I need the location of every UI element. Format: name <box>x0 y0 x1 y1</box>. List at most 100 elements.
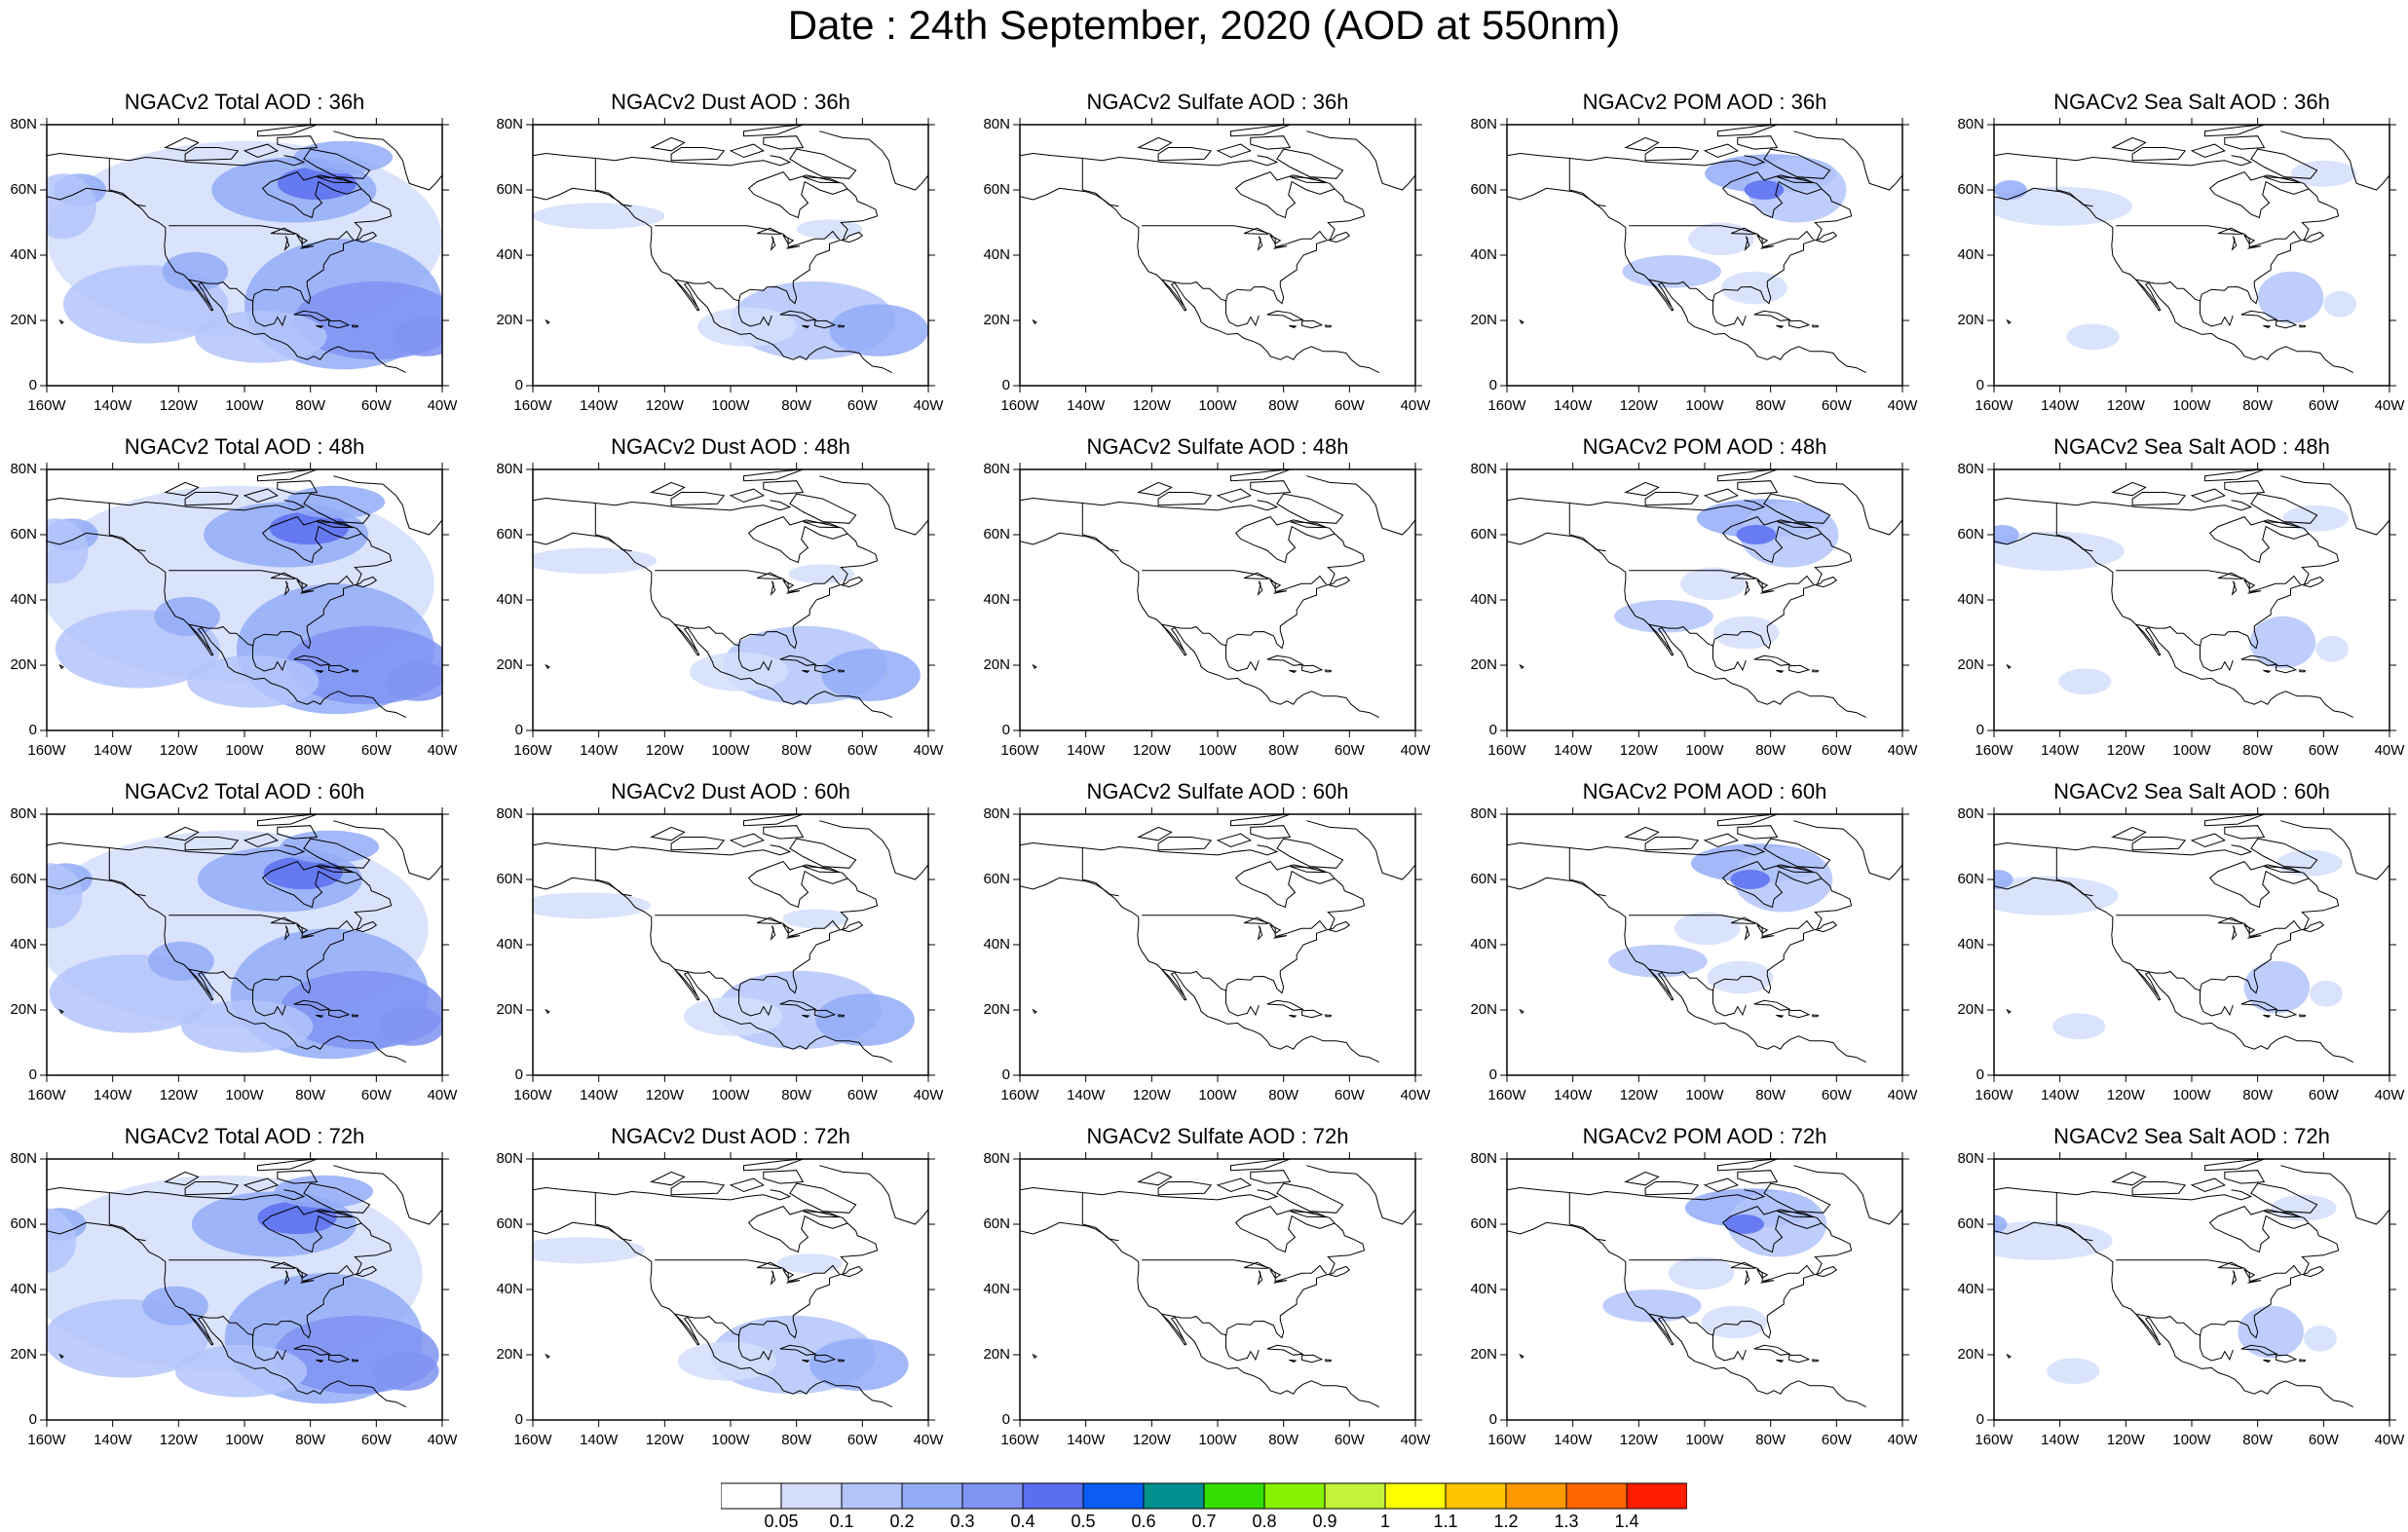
coastline <box>1234 171 1336 219</box>
aod-map-dust-36h <box>526 118 935 392</box>
lat-tick-label: 60N <box>10 181 37 198</box>
coastline <box>781 234 795 245</box>
lon-tick-label: 120W <box>1132 742 1171 759</box>
coastline <box>1568 158 1606 207</box>
coastline <box>333 131 442 191</box>
aod-plume <box>285 485 386 519</box>
lat-tick-label: 60N <box>1957 181 1984 198</box>
lat-tick-label: 20N <box>496 656 523 673</box>
coastline <box>1290 521 1327 529</box>
aod-plume <box>1724 1214 1764 1234</box>
lon-tick-label: 80W <box>1268 742 1299 759</box>
coastline <box>1161 1313 1187 1346</box>
coastline <box>802 1359 810 1363</box>
coastline <box>2204 1159 2265 1172</box>
coastline <box>47 841 306 856</box>
coastline <box>1763 148 1831 179</box>
coastline <box>1793 475 1902 536</box>
coastline <box>1276 1182 1344 1214</box>
coastline <box>545 1353 550 1360</box>
lat-tick-label: 20N <box>10 312 37 328</box>
coastline <box>188 1313 254 1336</box>
panel-title: NGACv2 POM AOD : 60h <box>1582 779 1827 803</box>
panel-title: NGACv2 Total AOD : 72h <box>124 1124 365 1148</box>
coastline <box>533 841 792 856</box>
lat-tick-label: 40N <box>1470 246 1497 263</box>
coastline <box>283 925 290 941</box>
coastline <box>316 1014 324 1018</box>
coastline <box>533 532 893 719</box>
coastline <box>819 475 928 536</box>
lon-tick-label: 160W <box>1000 1087 1039 1103</box>
aod-map-dust-72h <box>526 1152 935 1427</box>
aod-map-seasalt-72h <box>1987 1152 2396 1427</box>
lon-tick-label: 140W <box>1067 1432 1106 1448</box>
coastline <box>2242 923 2256 935</box>
coastline <box>1142 225 1328 248</box>
coastline <box>819 1165 928 1225</box>
coastline <box>763 1170 805 1184</box>
coastline <box>2204 469 2265 482</box>
lon-tick-label: 60W <box>847 1087 878 1103</box>
coastline <box>1507 1186 1766 1201</box>
coastline <box>270 1261 296 1269</box>
coastline <box>781 923 795 935</box>
lat-tick-label: 80N <box>496 116 523 132</box>
map-frame <box>1019 468 1416 731</box>
coastline <box>789 493 857 524</box>
aod-plume <box>821 649 921 701</box>
lon-tick-label: 140W <box>580 742 619 759</box>
coastline <box>2135 279 2162 312</box>
colorbar <box>721 1482 1687 1510</box>
coastline <box>1020 497 1279 511</box>
aod-plume <box>788 564 855 584</box>
coastline <box>650 1171 686 1186</box>
coastline <box>1730 572 1756 579</box>
lon-tick-label: 100W <box>2172 742 2211 759</box>
coastline <box>674 623 700 656</box>
lon-tick-label: 140W <box>94 1087 132 1103</box>
coastline <box>1020 841 1279 856</box>
lon-tick-label: 60W <box>1334 1432 1365 1448</box>
coastline <box>1763 1182 1831 1214</box>
coastline <box>837 1359 846 1363</box>
lat-tick-label: 20N <box>983 656 1010 673</box>
lon-tick-label: 160W <box>27 742 66 759</box>
coastline <box>108 503 146 552</box>
coastline <box>1161 279 1227 302</box>
coastline <box>770 1270 776 1286</box>
coastline <box>1032 1353 1037 1360</box>
lon-tick-label: 120W <box>645 1087 684 1103</box>
coastline <box>1234 1206 1336 1253</box>
coastline <box>2263 669 2272 673</box>
coastline <box>270 572 296 579</box>
coastline <box>1730 227 1756 235</box>
colorbar-label: 1.4 <box>1614 1512 1639 1531</box>
lat-tick-label: 80N <box>983 461 1010 477</box>
aod-plume <box>2047 1358 2100 1385</box>
coastline <box>1755 579 1769 590</box>
coastline <box>1737 480 1779 495</box>
coastline <box>1020 1186 1279 1201</box>
coastline <box>803 866 840 874</box>
coastline <box>1250 1170 1292 1184</box>
coastline <box>2231 236 2238 251</box>
panel-title: NGACv2 Dust AOD : 60h <box>611 779 850 803</box>
aod-plume <box>1680 567 1747 601</box>
coastline <box>328 319 351 329</box>
colorbar-label: 0.6 <box>1131 1512 1156 1531</box>
lon-tick-label: 100W <box>225 1432 264 1448</box>
lon-tick-label: 80W <box>1268 397 1299 414</box>
lat-tick-label: 60N <box>1957 1215 1984 1232</box>
panel-title: NGACv2 Sulfate AOD : 48h <box>1086 434 1349 459</box>
coastline <box>1994 187 2354 374</box>
coastline <box>2190 488 2226 504</box>
lon-tick-label: 120W <box>645 397 684 414</box>
coastline <box>1721 861 1823 909</box>
coastline <box>1250 480 1292 495</box>
coastline <box>2135 968 2201 991</box>
coastline <box>1777 176 1814 184</box>
coastline <box>2217 916 2243 924</box>
coastline <box>1290 176 1327 184</box>
lat-tick-label: 0 <box>1975 722 1984 738</box>
